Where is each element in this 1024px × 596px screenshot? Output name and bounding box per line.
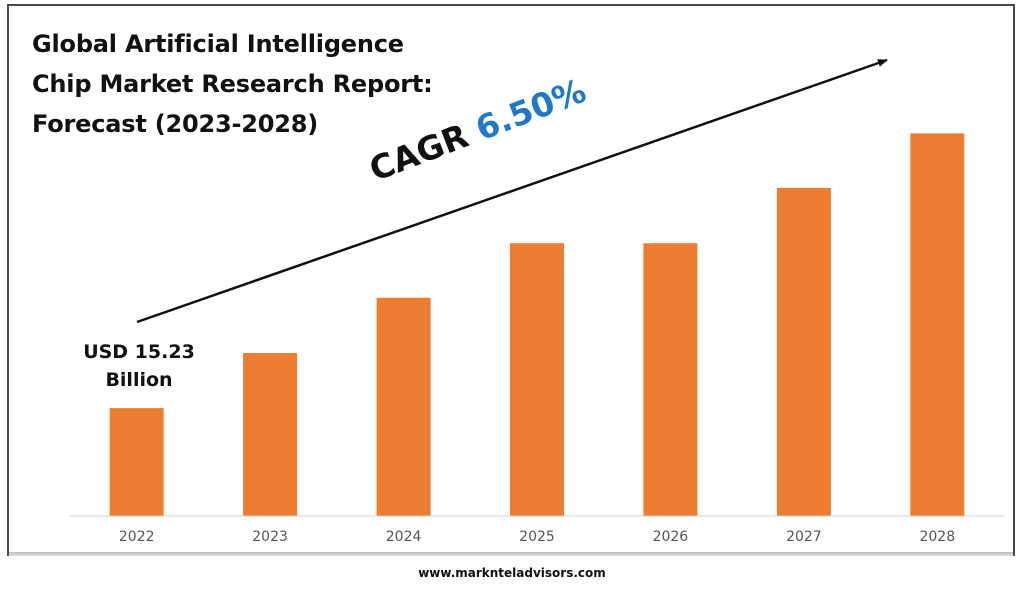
x-tick-label: 2025 xyxy=(519,529,555,545)
footer-website: www.marknteladvisors.com xyxy=(418,566,606,580)
x-tick-label: 2023 xyxy=(252,529,288,545)
bar-2026 xyxy=(643,243,698,516)
trend-arrow xyxy=(136,58,888,324)
bar-2027 xyxy=(776,187,831,516)
chart-title: Global Artificial Intelligence Chip Mark… xyxy=(32,24,462,144)
chart-title-line: Chip Market Research Report: xyxy=(32,70,433,98)
bar-2022 xyxy=(109,408,164,516)
bar-2025 xyxy=(510,243,564,516)
x-tick-label: 2026 xyxy=(653,529,689,545)
footer-band xyxy=(7,556,1015,590)
chart-title-line: Forecast (2023-2028) xyxy=(32,110,319,138)
x-tick-label: 2024 xyxy=(386,529,422,545)
chart-title-line: Global Artificial Intelligence xyxy=(32,30,404,58)
bars xyxy=(109,133,965,516)
x-tick-label: 2022 xyxy=(119,529,155,545)
bar-2023 xyxy=(243,353,298,516)
first-value-annotation: USD 15.23 Billion xyxy=(70,338,208,394)
footer-divider xyxy=(9,552,1013,558)
x-axis-ticks: 2022 2023 2024 2025 2026 2027 2028 xyxy=(119,529,955,545)
bar-2024 xyxy=(376,297,431,516)
bar-2028 xyxy=(910,133,965,516)
annotation-line: USD 15.23 xyxy=(83,341,195,363)
annotation-line: Billion xyxy=(105,369,173,391)
x-tick-label: 2028 xyxy=(919,529,955,545)
x-tick-label: 2027 xyxy=(786,529,822,545)
